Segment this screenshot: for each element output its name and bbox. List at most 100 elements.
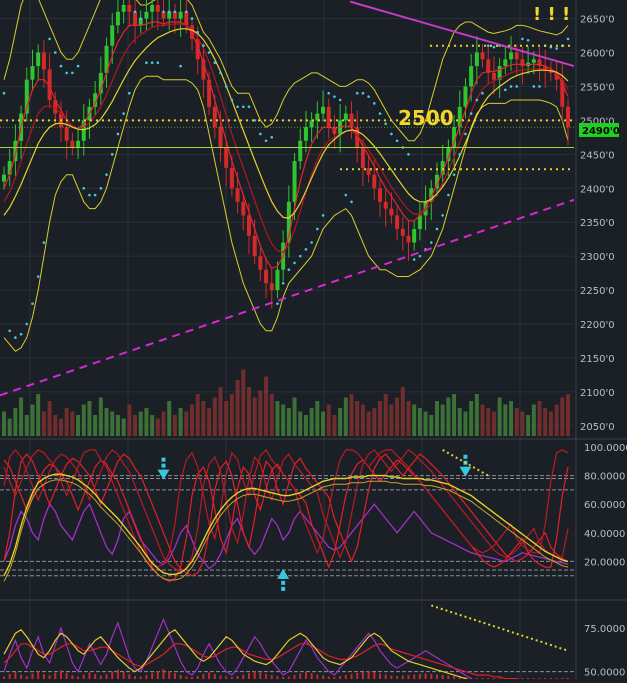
candle-body [383, 201, 388, 209]
volume-bar [338, 408, 343, 436]
volume-bar [64, 408, 69, 436]
price-panel[interactable] [0, 0, 575, 436]
signal-arrowhead-icon[interactable] [277, 568, 290, 579]
volume-bar [207, 408, 212, 436]
candle-body [98, 72, 103, 94]
sar-dot [412, 258, 416, 261]
osc-histogram-bar [196, 676, 199, 679]
sar-dot [71, 71, 74, 75]
sar-dot [492, 45, 496, 49]
volume-bar [218, 387, 223, 436]
candle-body [446, 147, 451, 162]
volume-bar [110, 411, 115, 436]
sar-dot [241, 105, 245, 109]
candle-body [452, 127, 457, 148]
volume-bar [474, 394, 479, 436]
sar-dot [48, 37, 51, 41]
candle-body [469, 66, 474, 87]
y-tick-label: 2100'0 [580, 388, 615, 399]
osc-histogram-bar [265, 674, 268, 679]
osc-histogram-bar [105, 674, 108, 679]
volume-bar [2, 411, 6, 436]
candle-body [172, 11, 177, 19]
volume-bar [224, 401, 229, 436]
volume-bar [104, 408, 109, 436]
candle-body [566, 106, 570, 128]
candle-body [298, 140, 303, 162]
candle-body [144, 11, 149, 19]
osc-histogram-bar [82, 674, 85, 679]
candle-body [474, 52, 479, 67]
candle-body [76, 140, 81, 148]
alert-exclamation-label: ! ! ! [533, 4, 570, 25]
candle-body [543, 66, 548, 70]
volume-bar [531, 404, 536, 436]
osc-histogram-bar [453, 676, 456, 679]
signal-arrowhead-icon[interactable] [157, 469, 170, 480]
stochastic-panel[interactable] [0, 448, 574, 591]
signal-arrowhead-icon[interactable] [459, 466, 472, 477]
osc-histogram-bar [458, 676, 461, 679]
volume-bar [463, 411, 468, 436]
stoch-tick-label: 20.0000 [584, 557, 625, 568]
volume-bar [395, 397, 400, 436]
sar-dot [14, 336, 17, 339]
candle-body [241, 201, 246, 216]
sar-dot [304, 248, 308, 251]
volume-bar [19, 397, 24, 436]
volume-bar [383, 394, 388, 436]
osc-histogram-bar [88, 672, 91, 679]
volume-bar [36, 394, 41, 436]
volume-bar [98, 397, 103, 436]
volume-bar [138, 411, 143, 436]
osc-histogram-bar [293, 675, 296, 679]
candle-body [133, 11, 138, 26]
stoch-tick-label: 60.0000 [584, 500, 625, 511]
candle-body [480, 52, 485, 60]
candle-body [121, 5, 126, 12]
sar-dot [384, 122, 387, 126]
candle-body [332, 127, 337, 134]
sar-dot [395, 139, 399, 143]
volume-bar [292, 397, 297, 436]
sar-dot [82, 186, 86, 190]
sar-dot [270, 136, 274, 139]
sar-dot [481, 91, 484, 95]
osc-histogram-bar [390, 675, 393, 679]
sar-dot [179, 64, 182, 68]
volume-bar [360, 404, 365, 436]
osc-histogram-bar [282, 677, 285, 679]
candle-body [53, 100, 58, 114]
osc-histogram-bar [344, 675, 347, 679]
sar-dot [65, 71, 68, 75]
candle-body [252, 235, 257, 257]
trendline-support [0, 198, 575, 397]
osc-histogram-bar [407, 675, 410, 679]
candle-body [343, 113, 348, 121]
y-tick-label: 2300'0 [580, 252, 615, 263]
volume-bar [201, 401, 206, 436]
sar-dot [88, 193, 91, 197]
volume-bar [275, 401, 280, 436]
osc-histogram-bar [99, 675, 102, 679]
volume-bar [184, 411, 189, 436]
sar-dot [116, 132, 120, 136]
volume-bar [121, 418, 126, 436]
volume-bar [190, 404, 194, 436]
volume-bar [258, 390, 263, 436]
sar-dot [378, 112, 382, 115]
volume-bar [406, 401, 411, 436]
candle-body [389, 208, 394, 216]
candle-body [486, 59, 491, 73]
candle-body [7, 161, 12, 175]
osc-histogram-bar [65, 672, 68, 679]
candle-body [178, 11, 183, 19]
bollinger-upper-line [3, 0, 569, 142]
volume-bar [429, 415, 434, 436]
volume-bar [412, 404, 417, 436]
sar-dot [202, 44, 205, 48]
candle-body [366, 167, 371, 175]
sar-dot [458, 153, 462, 156]
